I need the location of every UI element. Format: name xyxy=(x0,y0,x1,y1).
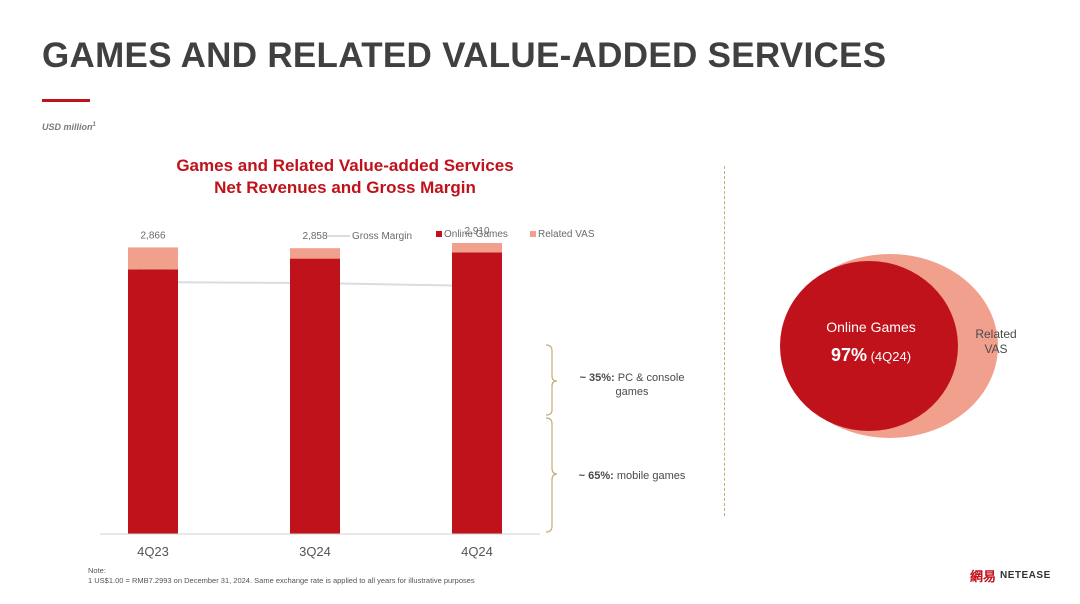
logo-chinese-text: 網易 xyxy=(970,570,997,585)
logo-english-text: NETEASE xyxy=(1000,570,1051,581)
annotation-mobile: ~ 65%: mobile games xyxy=(572,470,692,482)
footnote: Note: 1 US$1.00 = RMB7.2993 on December … xyxy=(88,566,475,586)
total-label-4Q23: 2,866 xyxy=(140,230,165,241)
online-games-ellipse xyxy=(780,261,958,431)
title-underline xyxy=(42,99,90,102)
bar-online-games-4Q23 xyxy=(128,269,178,534)
bar-online-games-4Q24 xyxy=(452,252,502,534)
online-games-label: Online Games xyxy=(826,319,915,335)
related-vas-label-line2: VAS xyxy=(984,342,1007,356)
netease-logo: 網易 NETEASE xyxy=(970,566,1051,585)
brace-pc-console xyxy=(545,344,558,416)
chart-subtitle: Net Revenues and Gross Margin xyxy=(214,178,476,197)
online-games-pct: 97% xyxy=(831,345,867,365)
chart-legend: Gross Margin Online Games Related VAS xyxy=(327,229,595,242)
category-label-4Q23: 4Q23 xyxy=(137,544,169,559)
legend-online-games-swatch xyxy=(436,231,442,237)
annotation-pc-pct: ~ 35%: xyxy=(579,372,615,384)
category-label-4Q24: 4Q24 xyxy=(461,544,493,559)
annotation-pc-console: ~ 35%: PC & console games xyxy=(572,371,692,399)
category-label-3Q24: 3Q24 xyxy=(299,544,331,559)
footnote-text: 1 US$1.00 = RMB7.2993 on December 31, 20… xyxy=(88,576,475,585)
page-title: GAMES AND RELATED VALUE-ADDED SERVICES xyxy=(42,36,887,75)
total-label-4Q24: 2,910 xyxy=(464,226,489,237)
online-games-period: (4Q24) xyxy=(867,349,911,364)
annotation-pc-text-2: games xyxy=(615,386,649,398)
bars-layer: 2,866 4Q23 2,858 3Q24 2,910 4Q24 xyxy=(128,226,502,559)
footnote-heading: Note: xyxy=(88,566,106,575)
unit-note-text: USD million xyxy=(42,122,93,132)
bar-related-vas-4Q24 xyxy=(452,243,502,253)
annotation-mobile-text: mobile games xyxy=(613,470,686,482)
bar-related-vas-3Q24 xyxy=(290,248,340,259)
online-games-share: 97% (4Q24) xyxy=(831,345,911,365)
annotation-pc-text: PC & console xyxy=(614,372,685,384)
total-label-3Q24: 2,858 xyxy=(302,231,327,242)
legend-gross-margin-label: Gross Margin xyxy=(352,231,412,242)
related-vas-label-line1: Related xyxy=(975,327,1016,341)
unit-note: USD million1 xyxy=(42,122,96,132)
bar-related-vas-4Q23 xyxy=(128,247,178,270)
unit-note-footnote-mark: 1 xyxy=(92,122,96,128)
legend-related-vas-label: Related VAS xyxy=(538,229,595,240)
chart-title: Games and Related Value-added Services xyxy=(176,156,514,175)
brace-mobile xyxy=(545,417,558,533)
related-vas-ellipse xyxy=(782,254,998,438)
bar-online-games-3Q24 xyxy=(290,258,340,534)
annotation-mobile-pct: ~ 65%: xyxy=(578,470,614,482)
legend-related-vas-swatch xyxy=(530,231,536,237)
vertical-divider xyxy=(724,166,725,516)
legend-online-games-label: Online Games xyxy=(444,229,508,240)
